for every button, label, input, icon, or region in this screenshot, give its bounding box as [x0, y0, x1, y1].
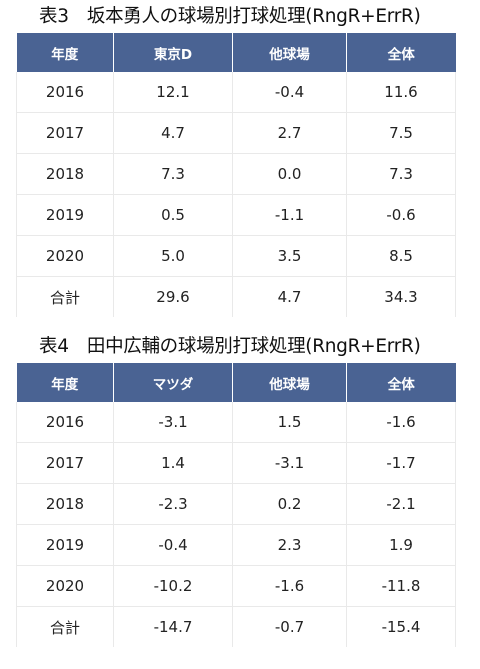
- table-row: 2020 -10.2 -1.6 -11.8: [16, 565, 456, 607]
- cell-total: 34.3: [346, 276, 456, 317]
- header-home-park: マツダ: [113, 363, 233, 402]
- cell-other: -0.7: [232, 606, 347, 647]
- cell-other: -1.6: [232, 565, 347, 607]
- cell-total: 11.6: [346, 72, 456, 113]
- cell-year: 2018: [16, 483, 114, 525]
- total-row: 合計 29.6 4.7 34.3: [16, 276, 456, 317]
- cell-home: -10.2: [113, 565, 233, 607]
- table-row: 2019 0.5 -1.1 -0.6: [16, 194, 456, 236]
- cell-other: 4.7: [232, 276, 347, 317]
- table-row: 2020 5.0 3.5 8.5: [16, 235, 456, 277]
- cell-other: -1.1: [232, 194, 347, 236]
- cell-home: 5.0: [113, 235, 233, 277]
- header-year: 年度: [16, 33, 114, 72]
- table-title: 表4 田中広輔の球場別打球処理(RngR+ErrR): [39, 336, 421, 357]
- table-row: 2018 7.3 0.0 7.3: [16, 153, 456, 195]
- cell-total: -0.6: [346, 194, 456, 236]
- cell-total: 7.3: [346, 153, 456, 195]
- cell-home: 0.5: [113, 194, 233, 236]
- cell-other: 0.2: [232, 483, 347, 525]
- header-row: 年度 マツダ 他球場 全体: [16, 363, 456, 402]
- cell-home: 1.4: [113, 442, 233, 484]
- total-row: 合計 -14.7 -0.7 -15.4: [16, 606, 456, 647]
- cell-home: 29.6: [113, 276, 233, 317]
- cell-other: 1.5: [232, 402, 347, 443]
- cell-home: -14.7: [113, 606, 233, 647]
- header-row: 年度 東京D 他球場 全体: [16, 33, 456, 72]
- cell-year: 2016: [16, 402, 114, 443]
- cell-year: 2019: [16, 524, 114, 566]
- cell-other: 2.3: [232, 524, 347, 566]
- cell-home: -2.3: [113, 483, 233, 525]
- cell-home: 4.7: [113, 112, 233, 154]
- header-other-parks: 他球場: [232, 33, 347, 72]
- table-row: 2016 -3.1 1.5 -1.6: [16, 402, 456, 443]
- cell-year: 2017: [16, 442, 114, 484]
- fielding-table: 年度 東京D 他球場 全体 2016 12.1 -0.4 11.6 2017 4…: [16, 33, 456, 317]
- cell-year: 2020: [16, 235, 114, 277]
- cell-home: -0.4: [113, 524, 233, 566]
- cell-total: -2.1: [346, 483, 456, 525]
- cell-other: -3.1: [232, 442, 347, 484]
- cell-year: 合計: [16, 276, 114, 317]
- header-year: 年度: [16, 363, 114, 402]
- cell-year: 2020: [16, 565, 114, 607]
- table-block-sakamoto: 表3 坂本勇人の球場別打球処理(RngR+ErrR) 年度 東京D 他球場 全体…: [0, 0, 480, 317]
- cell-year: 2019: [16, 194, 114, 236]
- cell-total: -1.6: [346, 402, 456, 443]
- table-block-tanaka: 表4 田中広輔の球場別打球処理(RngR+ErrR) 年度 マツダ 他球場 全体…: [0, 330, 480, 647]
- cell-other: 3.5: [232, 235, 347, 277]
- fielding-table: 年度 マツダ 他球場 全体 2016 -3.1 1.5 -1.6 2017 1.…: [16, 363, 456, 647]
- table-row: 2017 1.4 -3.1 -1.7: [16, 442, 456, 484]
- cell-home: 12.1: [113, 72, 233, 113]
- cell-other: -0.4: [232, 72, 347, 113]
- header-other-parks: 他球場: [232, 363, 347, 402]
- cell-total: 8.5: [346, 235, 456, 277]
- cell-year: 2016: [16, 72, 114, 113]
- cell-total: -11.8: [346, 565, 456, 607]
- table-row: 2016 12.1 -0.4 11.6: [16, 72, 456, 113]
- table-row: 2019 -0.4 2.3 1.9: [16, 524, 456, 566]
- cell-other: 0.0: [232, 153, 347, 195]
- table-title: 表3 坂本勇人の球場別打球処理(RngR+ErrR): [39, 6, 421, 27]
- cell-year: 2018: [16, 153, 114, 195]
- cell-total: 7.5: [346, 112, 456, 154]
- cell-year: 合計: [16, 606, 114, 647]
- header-overall: 全体: [346, 33, 456, 72]
- cell-other: 2.7: [232, 112, 347, 154]
- cell-total: 1.9: [346, 524, 456, 566]
- cell-total: -1.7: [346, 442, 456, 484]
- table-row: 2017 4.7 2.7 7.5: [16, 112, 456, 154]
- cell-home: -3.1: [113, 402, 233, 443]
- table-row: 2018 -2.3 0.2 -2.1: [16, 483, 456, 525]
- cell-year: 2017: [16, 112, 114, 154]
- cell-home: 7.3: [113, 153, 233, 195]
- cell-total: -15.4: [346, 606, 456, 647]
- header-overall: 全体: [346, 363, 456, 402]
- header-home-park: 東京D: [113, 33, 233, 72]
